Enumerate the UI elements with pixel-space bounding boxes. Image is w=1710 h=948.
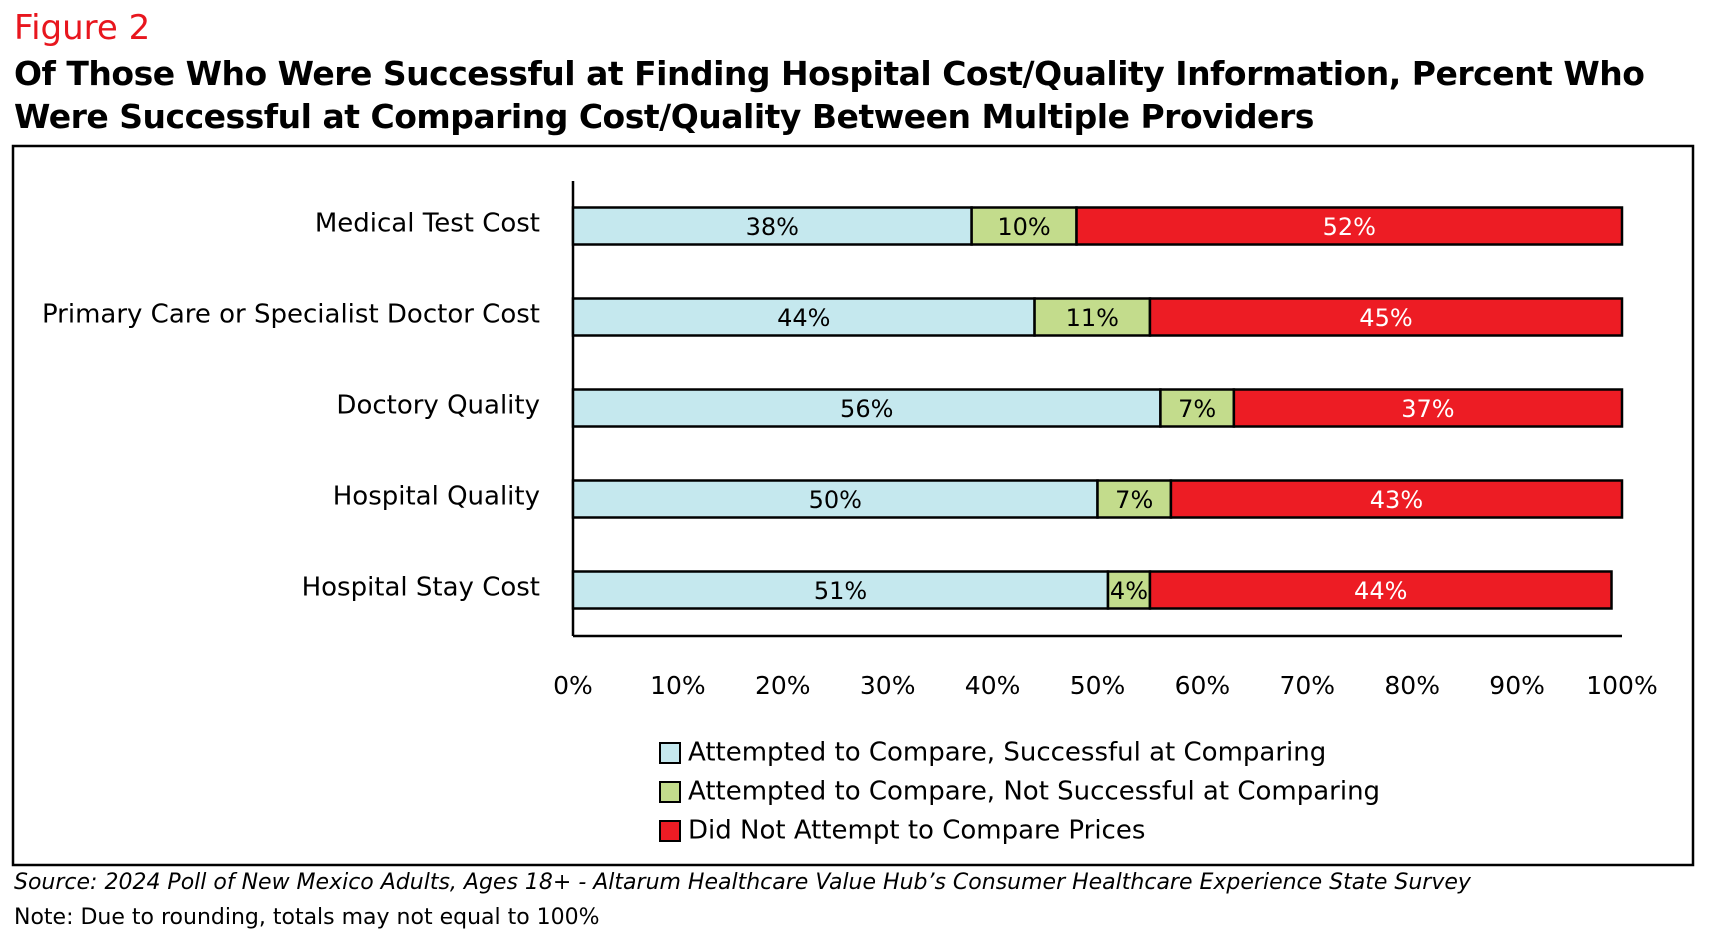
data-label: 44%	[1354, 577, 1407, 605]
bar-segment	[1148, 570, 1613, 610]
data-label: 7%	[1115, 486, 1153, 514]
bar-segment	[1033, 297, 1152, 337]
data-label: 52%	[1323, 213, 1376, 241]
data-label: 4%	[1110, 577, 1148, 605]
data-label: 45%	[1359, 304, 1412, 332]
legend-label: Attempted to Compare, Successful at Comp…	[688, 738, 1326, 768]
bar-segment	[1169, 479, 1624, 519]
x-tick-label: 80%	[1384, 671, 1440, 700]
data-label: 7%	[1178, 395, 1216, 423]
data-label: 44%	[777, 304, 830, 332]
chart-frame	[11, 144, 1695, 867]
data-label: 10%	[997, 213, 1050, 241]
category-label: Medical Test Cost	[315, 209, 540, 239]
legend-label: Did Not Attempt to Compare Prices	[688, 816, 1145, 846]
chart-title: Of Those Who Were Successful at Finding …	[14, 54, 1645, 136]
x-tick-label: 70%	[1280, 671, 1336, 700]
category-label: Hospital Quality	[333, 482, 540, 512]
bar-segment	[1159, 388, 1236, 428]
x-tick-label: 20%	[755, 671, 811, 700]
x-tick-label: 30%	[860, 671, 916, 700]
legend-swatch	[659, 742, 681, 764]
legend-swatch	[659, 820, 681, 842]
category-label: Primary Care or Specialist Doctor Cost	[42, 300, 540, 330]
bar-segment	[1075, 206, 1624, 246]
bar-segment	[571, 570, 1110, 610]
data-label: 50%	[809, 486, 862, 514]
bar-segment	[1148, 297, 1624, 337]
bar-segment	[571, 388, 1162, 428]
data-label: 37%	[1401, 395, 1454, 423]
legend-label: Attempted to Compare, Not Successful at …	[688, 777, 1380, 807]
category-label: Doctory Quality	[336, 391, 540, 421]
bar-segment	[1096, 479, 1173, 519]
x-tick-label: 60%	[1175, 671, 1231, 700]
data-label: 51%	[814, 577, 867, 605]
figure-label: Figure 2	[14, 8, 151, 48]
x-tick-label: 90%	[1489, 671, 1545, 700]
data-label: 56%	[840, 395, 893, 423]
bar-segment	[1232, 388, 1624, 428]
bar-segment	[571, 479, 1099, 519]
x-tick-label: 40%	[965, 671, 1021, 700]
source: Source: 2024 Poll of New Mexico Adults, …	[14, 870, 1471, 895]
x-tick-label: 0%	[553, 671, 593, 700]
x-tick-label: 50%	[1070, 671, 1126, 700]
x-tick-label: 10%	[650, 671, 706, 700]
bar-segment	[571, 206, 973, 246]
category-label: Hospital Stay Cost	[302, 573, 540, 603]
data-label: 43%	[1370, 486, 1423, 514]
note: Note: Due to rounding, totals may not eq…	[14, 905, 600, 930]
data-label: 11%	[1066, 304, 1119, 332]
legend-swatch	[659, 781, 681, 803]
x-tick-label: 100%	[1586, 671, 1657, 700]
data-label: 38%	[746, 213, 799, 241]
